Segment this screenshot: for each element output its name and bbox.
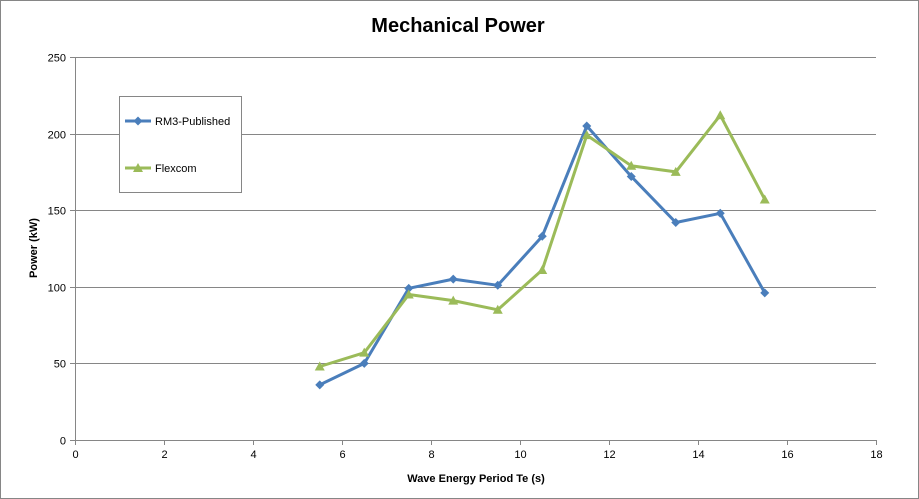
x-tick-label: 10: [514, 449, 526, 461]
data-point-rm3-published: [715, 208, 725, 218]
y-tick-label: 150: [48, 206, 66, 218]
data-point-flexcom: [359, 347, 370, 357]
data-point-rm3-published: [582, 121, 592, 131]
tick-labels: 0 50 100 150 200 250 0 2 4 6 8 10 12 14 16 18: [48, 53, 883, 462]
series-flexcom: [314, 110, 770, 371]
data-point-flexcom: [492, 304, 503, 314]
data-point-rm3-published: [493, 280, 503, 290]
x-tick-label: 6: [339, 449, 345, 461]
data-point-rm3-published: [404, 283, 414, 293]
legend-label-flexcom: Flexcom: [155, 163, 197, 175]
data-point-rm3-published: [359, 358, 369, 368]
y-tick-label: 0: [60, 436, 66, 448]
y-axis-title: Power (kW): [28, 218, 40, 278]
data-point-rm3-published: [448, 274, 458, 284]
x-tick-label: 18: [870, 449, 882, 461]
x-tick-label: 4: [250, 449, 256, 461]
data-point-flexcom: [581, 130, 592, 140]
data-point-flexcom: [670, 166, 681, 176]
x-tick-label: 14: [692, 449, 704, 461]
x-tick-label: 2: [161, 449, 167, 461]
data-point-flexcom: [715, 110, 726, 120]
legend-marker-rm3-published: [133, 116, 143, 126]
chart-title: Mechanical Power: [371, 15, 545, 37]
y-tick-label: 200: [48, 130, 66, 142]
data-point-flexcom: [314, 361, 325, 371]
axes: [70, 57, 877, 445]
x-tick-label: 8: [428, 449, 434, 461]
data-point-rm3-published: [626, 171, 636, 181]
x-tick-label: 0: [72, 449, 78, 461]
data-point-flexcom: [448, 295, 459, 305]
x-tick-label: 12: [603, 449, 615, 461]
y-tick-label: 100: [48, 283, 66, 295]
legend-label-rm3-published: RM3-Published: [155, 116, 230, 128]
data-point-flexcom: [626, 160, 637, 170]
data-point-flexcom: [537, 264, 548, 274]
legend-marker-flexcom: [133, 163, 143, 172]
data-series: [314, 110, 770, 390]
data-point-rm3-published: [537, 231, 547, 241]
data-point-flexcom: [403, 289, 414, 299]
data-point-rm3-published: [315, 380, 325, 390]
y-tick-label: 50: [54, 359, 66, 371]
data-point-rm3-published: [760, 288, 770, 298]
x-axis-title: Wave Energy Period Te (s): [407, 473, 545, 485]
x-tick-label: 16: [781, 449, 793, 461]
data-point-rm3-published: [671, 217, 681, 227]
legend-box: [119, 96, 242, 193]
y-tick-label: 250: [48, 53, 66, 65]
legend: RM3-Published Flexcom: [119, 96, 242, 193]
data-point-flexcom: [759, 194, 770, 204]
